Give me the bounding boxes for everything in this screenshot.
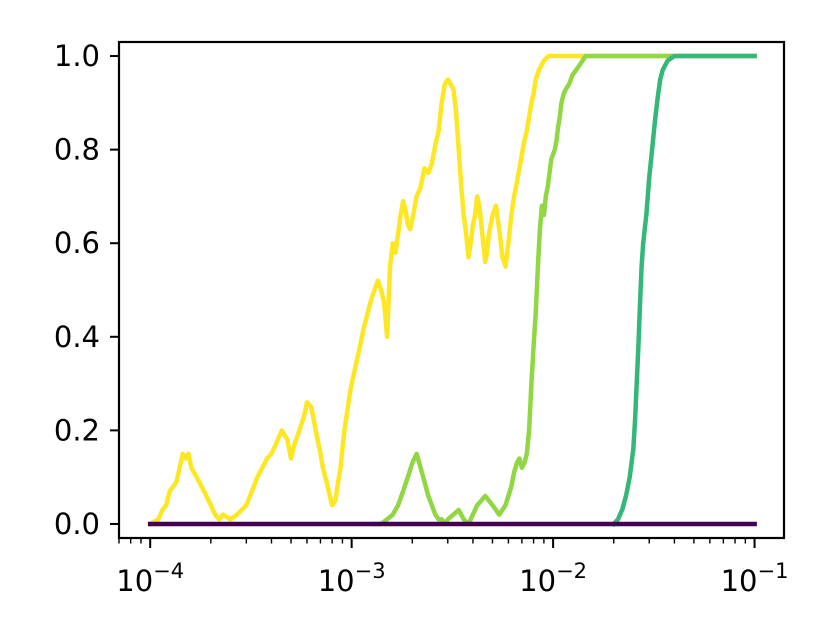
plot-frame [117, 40, 786, 540]
y-tick-label: 0.6 [54, 226, 100, 260]
x-tick-label: 10−4 [116, 559, 184, 598]
series-line-3 [610, 53, 757, 528]
series-line-2 [372, 53, 757, 527]
series-line-1 [147, 53, 757, 528]
y-tick-label: 1.0 [54, 39, 100, 73]
axes-layer: 0.0 0.2 0.4 0.6 0.8 1.0 10−4 10−3 10−2 10−1 [54, 39, 789, 598]
y-tick-label: 0.8 [54, 133, 100, 167]
x-tick-label: 10−1 [721, 559, 789, 598]
y-tick-label: 0.4 [54, 320, 100, 354]
x-tick-label: 10−2 [519, 559, 587, 598]
y-tick-label: 0.0 [54, 507, 100, 541]
series-layer [147, 53, 757, 528]
x-tick-label: 10−3 [318, 559, 386, 598]
y-tick-label: 0.2 [54, 413, 100, 447]
